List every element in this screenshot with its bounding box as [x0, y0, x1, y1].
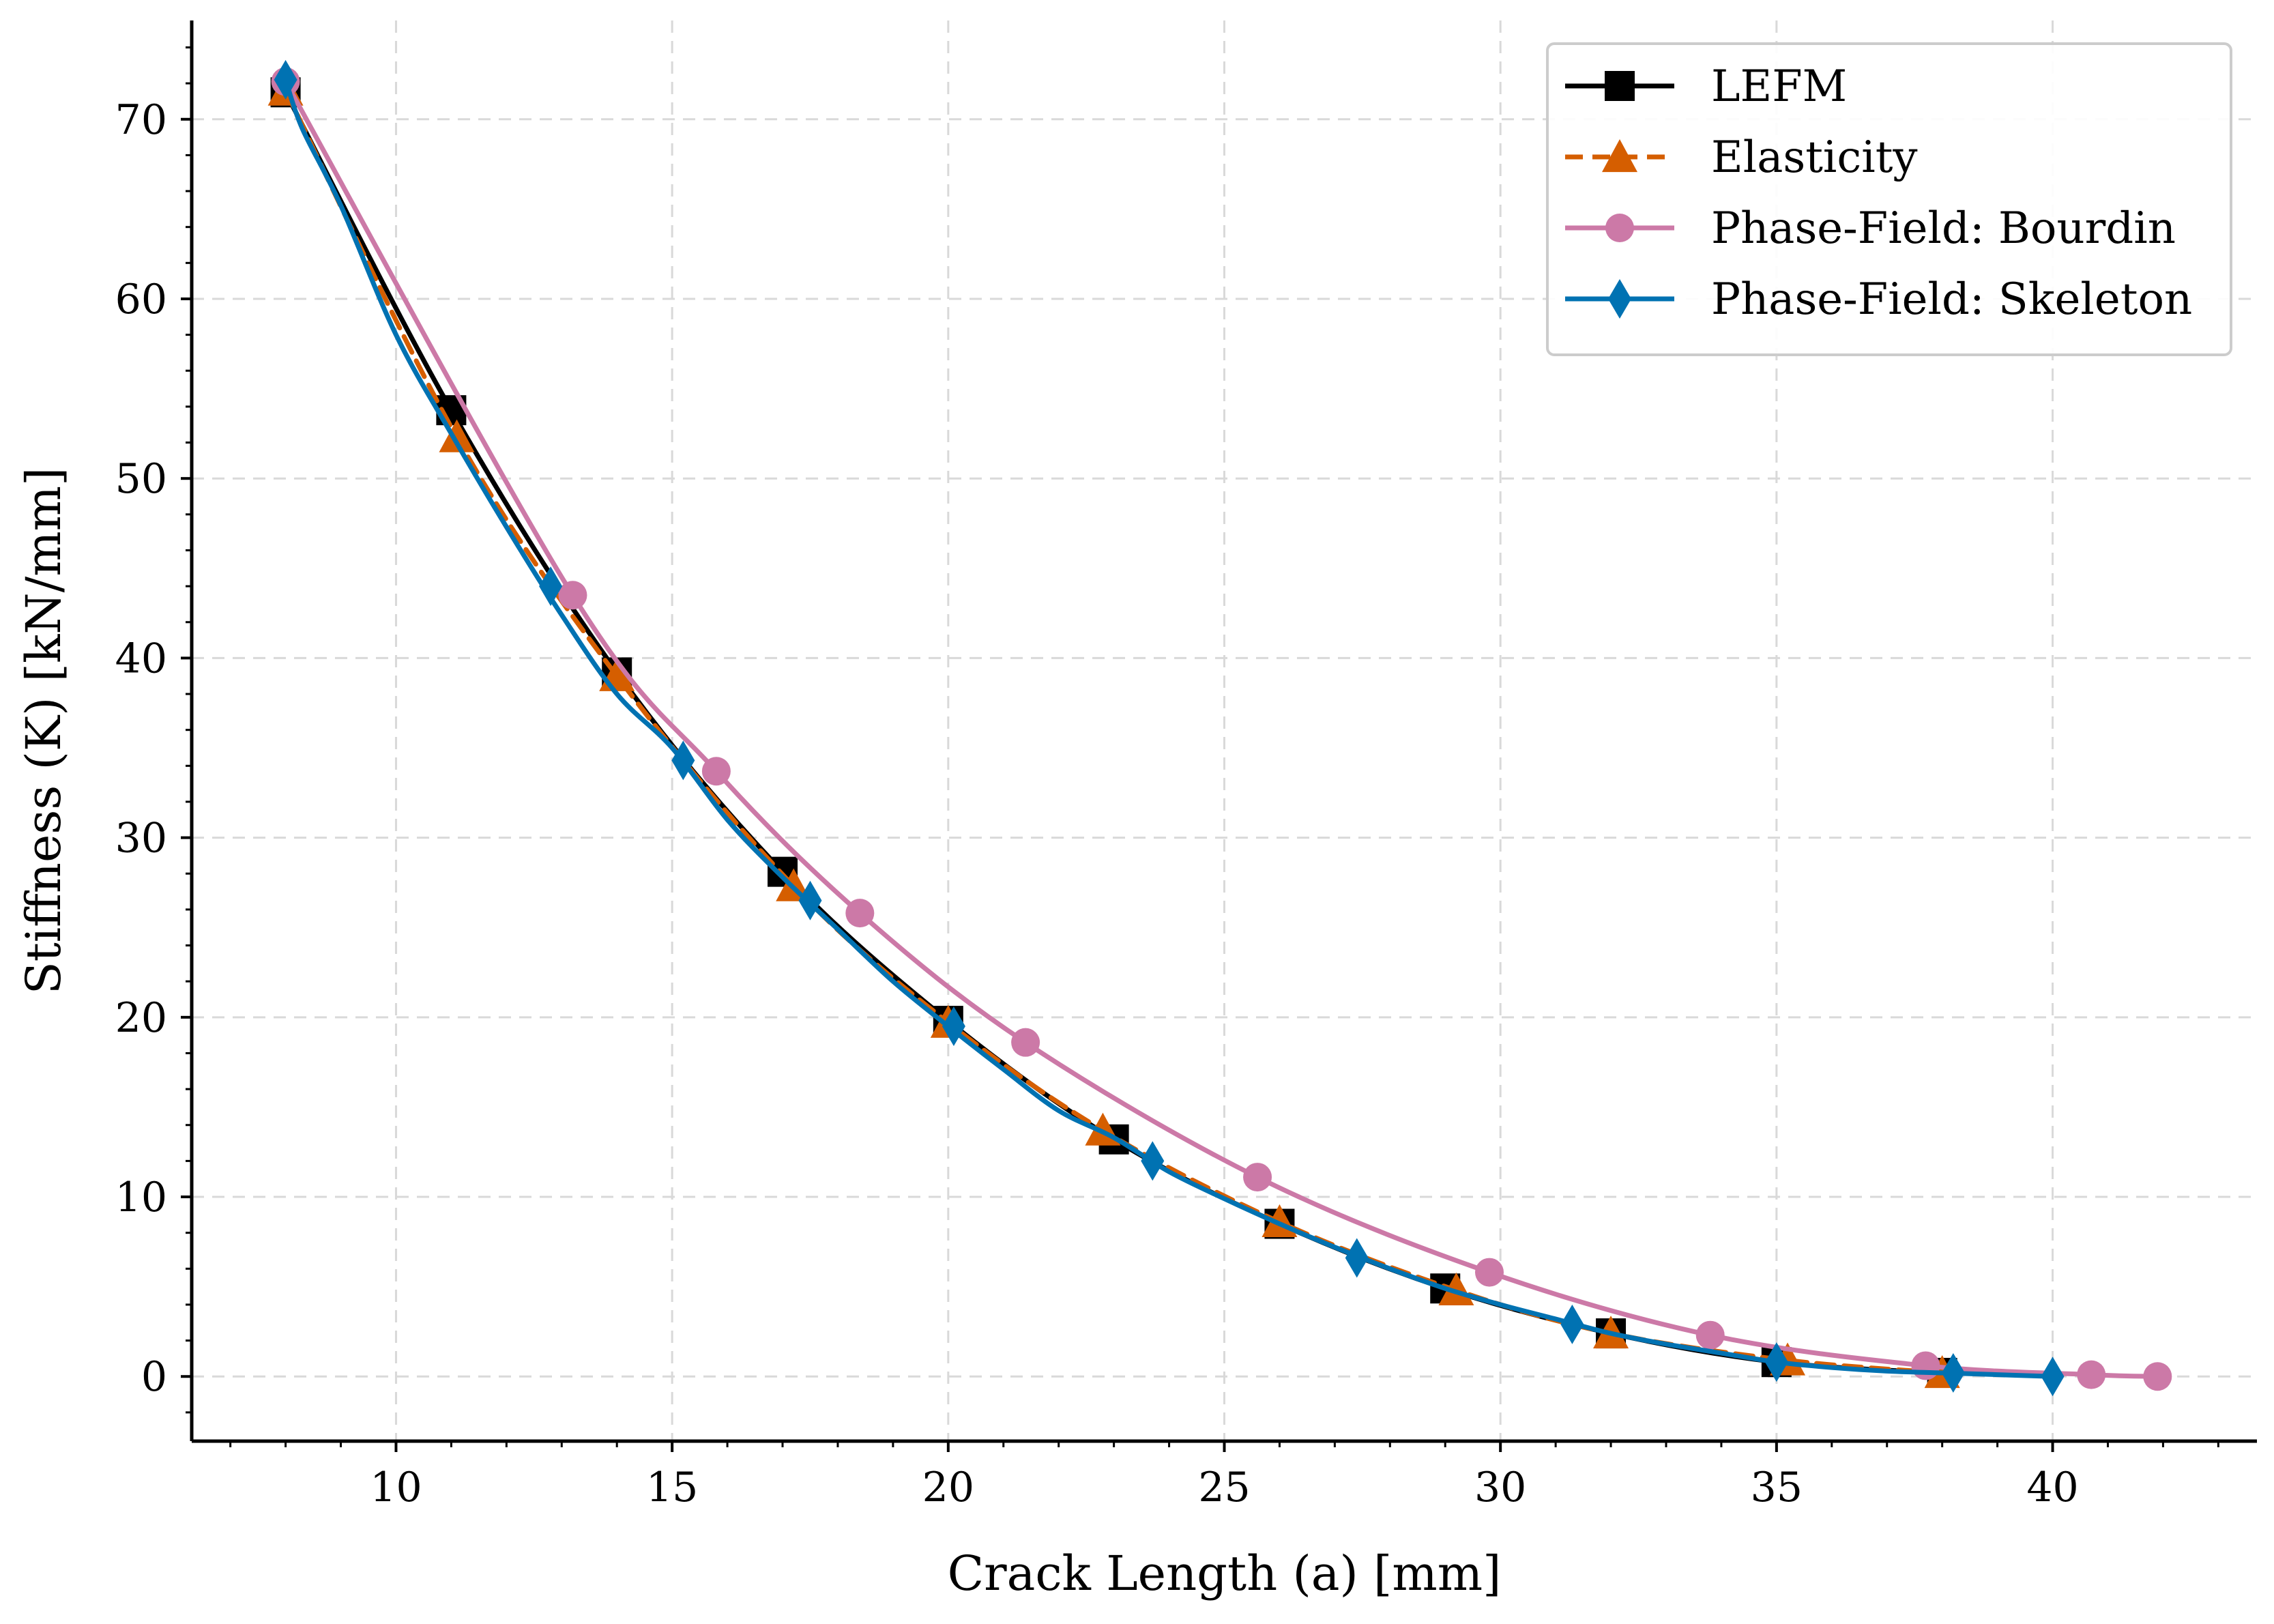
y-tick-label: 20	[115, 994, 167, 1042]
y-tick-label: 60	[115, 276, 167, 323]
point-elasticity	[439, 419, 475, 452]
legend-marker	[1605, 71, 1635, 101]
point-phase-field-skeleton	[942, 1006, 965, 1046]
legend-box	[1546, 42, 2232, 356]
point-phase-field-bourdin	[845, 899, 875, 928]
legend-item-lefm: LEFM	[1565, 61, 1847, 112]
line-phase-field-skeleton	[283, 77, 2056, 1379]
series-layer	[267, 59, 2172, 1397]
x-tick-label: 10	[370, 1464, 422, 1511]
series-phase-field-skeleton	[274, 59, 2065, 1397]
y-axis-label: Stiffness (K) [kN/mm]	[16, 467, 72, 995]
point-phase-field-bourdin	[1911, 1351, 1940, 1380]
y-tick-label: 50	[115, 455, 167, 503]
point-elasticity	[1438, 1272, 1474, 1306]
y-tick-label: 10	[115, 1174, 167, 1221]
legend-label: Phase-Field: Skeleton	[1711, 274, 2192, 325]
legend-item-phase-field-bourdin: Phase-Field: Bourdin	[1565, 203, 2176, 254]
point-phase-field-bourdin	[1243, 1163, 1272, 1192]
line-phase-field-bourdin	[283, 78, 2160, 1379]
legend-marker	[1608, 279, 1631, 319]
point-phase-field-skeleton	[1345, 1238, 1369, 1278]
point-phase-field-skeleton	[1941, 1352, 1965, 1393]
point-phase-field-skeleton	[1141, 1141, 1165, 1181]
x-tick-label: 40	[2026, 1464, 2078, 1511]
legend-item-phase-field-skeleton: Phase-Field: Skeleton	[1565, 274, 2192, 325]
point-phase-field-bourdin	[1474, 1258, 1504, 1287]
legend-marker	[1602, 139, 1637, 173]
y-tick-label: 70	[115, 96, 167, 144]
point-phase-field-skeleton	[274, 59, 297, 100]
x-tick-label: 30	[1474, 1464, 1526, 1511]
point-phase-field-bourdin	[1695, 1320, 1725, 1350]
point-phase-field-bourdin	[558, 581, 587, 610]
point-phase-field-skeleton	[1764, 1342, 1788, 1382]
y-tick-label: 0	[141, 1353, 167, 1401]
series-phase-field-bourdin	[271, 67, 2172, 1391]
legend-label: Phase-Field: Bourdin	[1711, 203, 2176, 254]
legend: LEFM Elasticity Phase-Field: Bourdin Phase-…	[1546, 42, 2232, 356]
legend-marker	[1605, 214, 1634, 242]
point-phase-field-skeleton	[539, 566, 563, 607]
point-phase-field-skeleton	[1560, 1304, 1584, 1344]
y-tick-label: 30	[115, 815, 167, 862]
y-tick-label: 40	[115, 635, 167, 682]
legend-label: LEFM	[1711, 61, 1847, 112]
point-phase-field-bourdin	[701, 757, 731, 786]
point-phase-field-skeleton	[2041, 1357, 2065, 1397]
point-phase-field-skeleton	[798, 880, 822, 920]
x-tick-label: 35	[1751, 1464, 1803, 1511]
point-phase-field-bourdin	[1011, 1028, 1040, 1057]
x-tick-label: 20	[922, 1464, 974, 1511]
legend-item-elasticity: Elasticity	[1565, 132, 1918, 183]
x-tick-label: 15	[646, 1464, 698, 1511]
point-phase-field-bourdin	[2077, 1360, 2106, 1389]
x-axis-label: Crack Length (a) [mm]	[948, 1546, 1502, 1601]
x-tick-label: 25	[1198, 1464, 1250, 1511]
point-phase-field-skeleton	[671, 740, 695, 781]
ticks: 10 15 20 25 30 35 40 0 10 20 30 40 50 60 70	[115, 46, 2219, 1511]
point-phase-field-bourdin	[2143, 1362, 2172, 1391]
legend-label: Elasticity	[1711, 132, 1918, 183]
